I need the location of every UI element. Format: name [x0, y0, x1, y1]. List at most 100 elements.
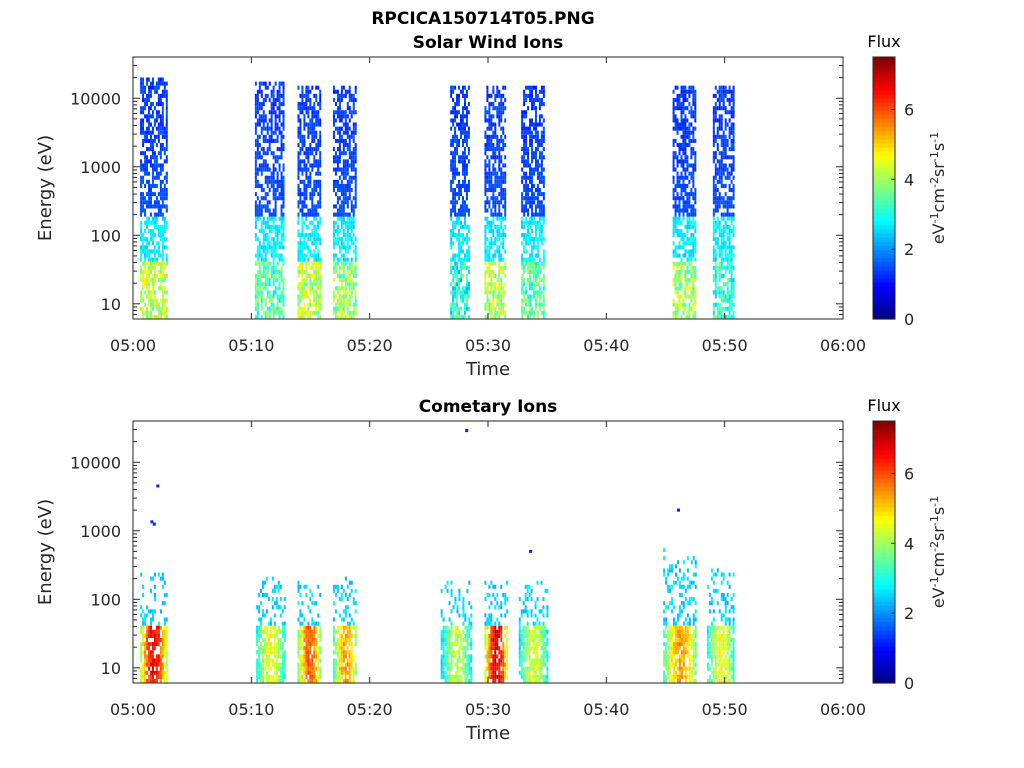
panel1-flux-cell [146, 155, 149, 160]
panel1-flux-cell [467, 228, 470, 234]
panel1-flux-cell [258, 118, 261, 123]
panel1-flux-cell [142, 245, 145, 250]
panel1-colorbar-step [873, 204, 895, 210]
panel1-flux-cell [260, 118, 263, 123]
panel1-flux-cell [274, 179, 277, 184]
panel1-flux-cell [313, 106, 316, 111]
panel1-flux-cell [317, 224, 320, 229]
panel1-flux-cell [542, 155, 545, 160]
panel1-flux-cell [692, 294, 695, 299]
panel1-flux-cell [336, 167, 339, 172]
panel1-flux-cell [534, 155, 537, 160]
panel1-flux-cell [690, 89, 693, 94]
panel2-flux-cell [265, 642, 268, 647]
panel1-flux-cell [463, 85, 466, 90]
panel1-flux-cell [346, 265, 349, 270]
panel1-flux-cell [266, 208, 269, 213]
panel1-flux-cell [163, 151, 166, 156]
panel1-flux-cell [264, 179, 267, 184]
panel1-flux-cell [523, 147, 526, 152]
panel1-flux-cell [490, 314, 493, 319]
panel1-flux-cell [692, 233, 695, 238]
panel1-flux-cell [718, 273, 721, 279]
panel2-flux-cell [313, 646, 316, 651]
panel1-flux-cell [458, 192, 461, 197]
panel1-flux-cell [486, 265, 489, 270]
panel1-flux-cell [151, 237, 154, 242]
panel1-flux-cell [496, 85, 499, 90]
panel1-flux-cell [313, 159, 316, 164]
panel1-flux-cell [342, 278, 345, 283]
panel1-flux-cell [674, 122, 677, 127]
panel1-flux-cell [315, 278, 318, 283]
panel2-flux-cell [307, 666, 310, 671]
panel2-flux-cell [165, 629, 168, 634]
panel1-flux-cell [317, 200, 320, 205]
panel1-flux-cell [313, 208, 316, 213]
panel1-flux-cell [346, 200, 349, 205]
panel1-flux-cell [680, 93, 683, 98]
panel1-flux-cell [454, 110, 457, 115]
panel1-flux-cell [728, 171, 731, 176]
panel1-flux-cell [142, 81, 145, 86]
panel1-flux-cell [346, 241, 349, 246]
panel1-flux-cell [254, 167, 257, 172]
panel1-flux-cell [452, 314, 455, 319]
panel1-flux-cell [460, 212, 462, 217]
panel1-flux-cell [301, 228, 304, 234]
panel1-flux-cell [348, 314, 351, 319]
panel1-flux-cell [278, 257, 281, 262]
panel1-flux-cell [311, 138, 314, 143]
panel1-flux-cell [500, 171, 503, 176]
panel1-flux-cell [716, 126, 719, 131]
panel1-flux-cell [340, 310, 343, 315]
panel1-flux-cell [674, 290, 677, 295]
panel1-flux-cell [724, 138, 727, 143]
panel1-flux-cell [525, 290, 528, 295]
panel1-flux-cell [256, 196, 259, 201]
panel1-flux-cell [492, 290, 495, 295]
panel2-flux-cell [305, 666, 308, 671]
panel2-flux-cell [309, 637, 312, 643]
panel1-flux-cell [730, 122, 733, 127]
panel1-flux-cell [342, 286, 345, 291]
panel1-flux-cell [319, 257, 322, 262]
panel1-flux-cell [309, 175, 312, 180]
panel1-flux-cell [264, 278, 267, 283]
panel1-flux-cell [268, 278, 271, 283]
panel1-flux-cell [342, 196, 345, 201]
panel1-flux-cell [258, 85, 261, 90]
panel1-flux-cell [684, 167, 687, 172]
panel1-flux-cell [692, 286, 695, 291]
panel1-flux-cell [692, 216, 695, 221]
panel1-flux-cell [450, 269, 453, 274]
panel1-flux-cell [140, 306, 143, 311]
panel1-flux-cell [148, 114, 150, 119]
panel1-flux-cell [529, 142, 532, 148]
panel2-flux-cell [336, 650, 339, 655]
panel1-flux-cell [336, 224, 339, 229]
panel1-flux-cell [684, 314, 687, 319]
panel1-flux-cell [452, 257, 455, 262]
panel1-flux-cell [342, 200, 345, 205]
panel2-flux-cell [161, 662, 164, 667]
panel1-flux-cell [254, 110, 257, 115]
panel1-flux-cell [276, 188, 279, 193]
panel1-flux-cell [342, 110, 345, 115]
panel1-flux-cell [297, 151, 300, 156]
panel1-flux-cell [309, 233, 312, 238]
panel1-flux-cell [676, 273, 679, 279]
panel1-flux-cell [538, 192, 541, 197]
panel1-flux-cell [165, 204, 168, 209]
panel1-flux-cell [720, 159, 723, 164]
panel1-flux-cell [690, 257, 693, 262]
panel1-flux-cell [688, 196, 691, 201]
panel1-flux-cell [463, 171, 466, 176]
panel2-flux-cell [317, 584, 320, 589]
panel1-flux-cell [348, 192, 351, 197]
panel1-flux-cell [532, 216, 535, 221]
panel1-flux-cell [266, 294, 269, 299]
panel1-flux-cell [144, 282, 147, 287]
panel1-colorbar-step [873, 65, 895, 70]
panel1-flux-cell [712, 138, 715, 143]
